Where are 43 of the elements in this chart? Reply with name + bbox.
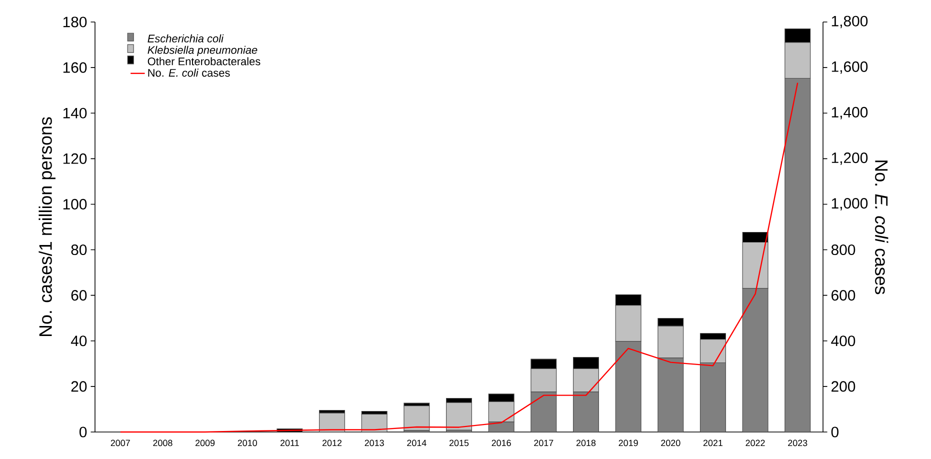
y2-tick-label: 1,200 — [832, 152, 868, 165]
x-tick-label: 2021 — [703, 440, 722, 446]
x-tick-label: 2009 — [196, 440, 215, 446]
x-tick-label: 2014 — [407, 440, 426, 446]
x-tick-label: 2017 — [534, 440, 554, 446]
y2-tick-label: 1,400 — [832, 106, 868, 120]
x-tick-label: 2020 — [661, 440, 680, 446]
y-axis-title: No. cases/1 million persons — [38, 117, 56, 336]
x-tick-label: 2012 — [322, 440, 342, 446]
x-tick-label: 2015 — [449, 440, 469, 446]
x-tick-label: 2022 — [746, 440, 765, 446]
y-tick-label: 80 — [71, 244, 87, 256]
legend-label: No. E. coli cases — [148, 68, 230, 77]
x-tick-label: 2016 — [492, 440, 511, 446]
y2-tick-label: 1,800 — [832, 16, 868, 28]
y-tick-label: 100 — [63, 198, 87, 210]
legend-label: Other Enterobacterales — [148, 57, 260, 66]
x-tick-label: 2011 — [280, 440, 299, 446]
y2-axis-title: No. E. coli cases — [875, 160, 888, 294]
y-tick-label: 0 — [79, 426, 87, 438]
y-tick-label: 140 — [63, 108, 87, 118]
x-tick-label: 2023 — [788, 440, 808, 446]
y-tick-label: 120 — [63, 153, 87, 164]
legend-label: Klebsiella pneumoniae — [148, 46, 258, 56]
x-tick-label: 2013 — [364, 440, 384, 446]
y-tick-label: 20 — [71, 381, 87, 392]
y-tick-label: 160 — [63, 62, 87, 73]
x-tick-label: 2007 — [110, 440, 130, 446]
y-tick-label: 40 — [70, 336, 87, 346]
y2-tick-label: 400 — [831, 336, 856, 346]
y2-tick-label: 600 — [832, 290, 856, 301]
y2-tick-label: 200 — [832, 381, 856, 392]
x-tick-label: 2010 — [238, 440, 257, 446]
legend-label: Escherichia coli — [148, 34, 224, 42]
y2-tick-label: 800 — [831, 244, 856, 256]
y2-tick-label: 1,600 — [832, 61, 868, 74]
y-tick-label: 180 — [63, 16, 87, 28]
x-tick-label: 2008 — [153, 440, 172, 446]
y2-tick-label: 1,000 — [832, 198, 868, 210]
x-tick-label: 2018 — [576, 440, 596, 446]
y-tick-label: 60 — [71, 290, 87, 301]
x-tick-label: 2019 — [618, 440, 638, 446]
y2-tick-label: 0 — [831, 426, 838, 438]
